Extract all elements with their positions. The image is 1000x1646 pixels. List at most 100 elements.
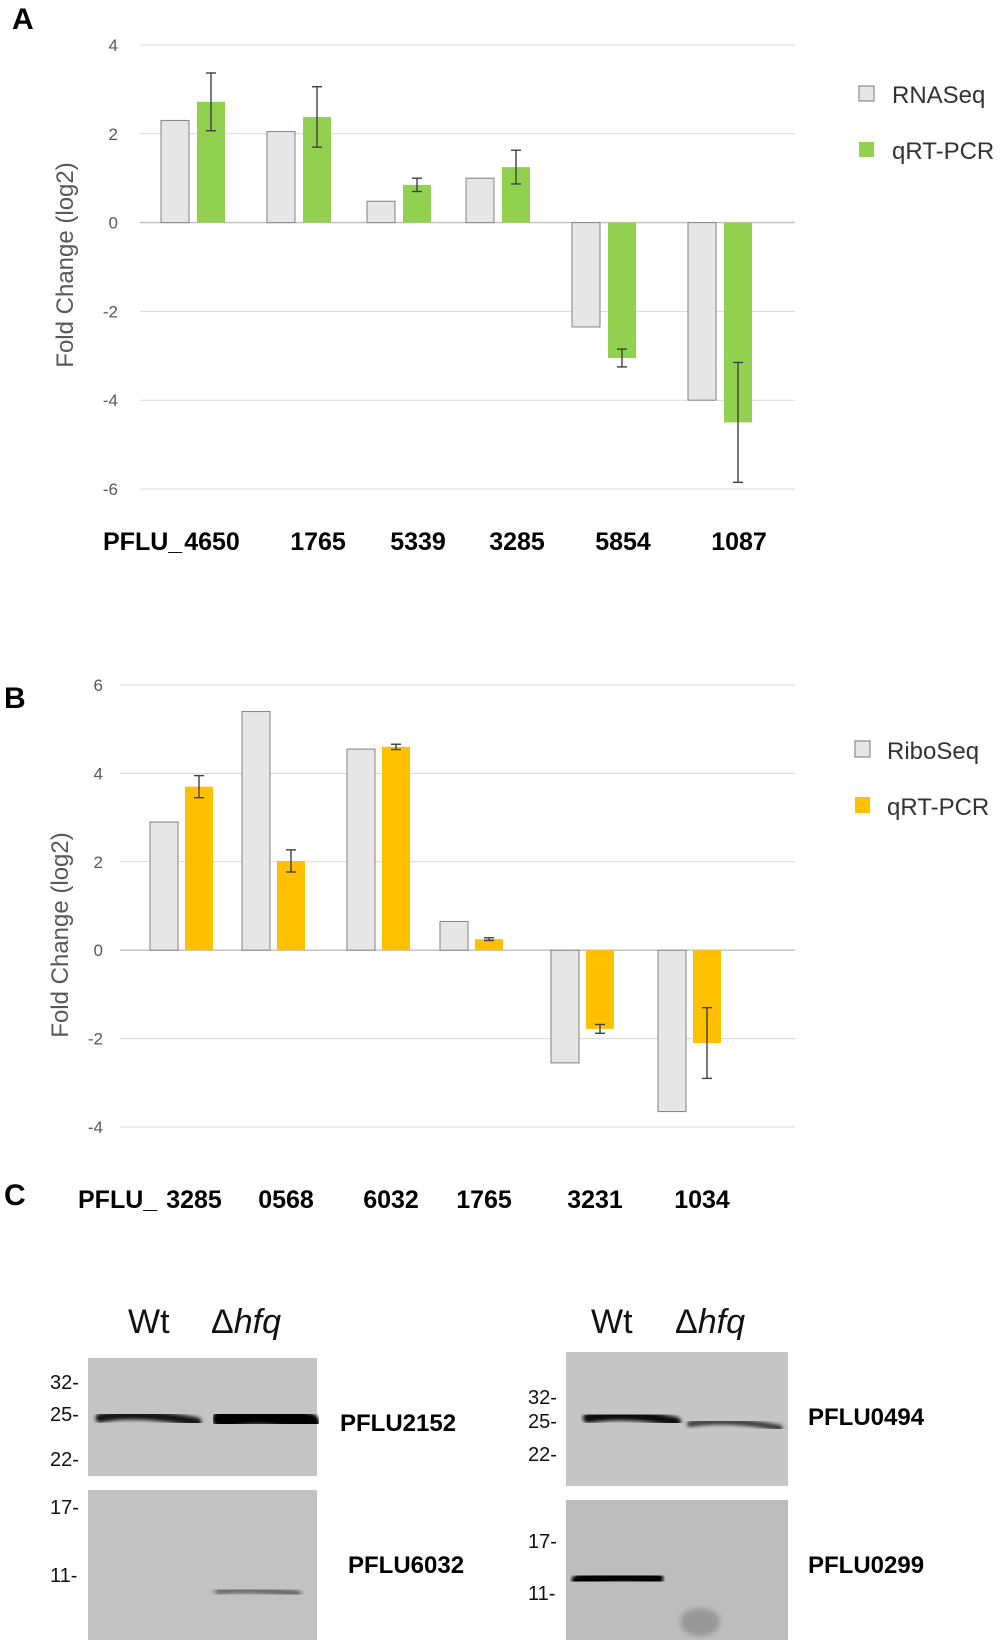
protein-label-pflu6032: PFLU6032 [348,1552,464,1579]
chart-b-category-label: 1765 [456,1186,512,1214]
blot-right-lane-wt: Wt [591,1303,633,1341]
marker-left-lower-11: 11- [50,1565,77,1587]
band-pflu2152-hfq [212,1405,320,1433]
chart-a-category-label: 3285 [489,528,545,556]
chart-b: 6 4 2 0 -2 -4 Fold Change (log2) PFLU_ 3285 05… [47,676,989,1214]
chart-a-bar-rnaseq-3285 [465,177,495,224]
marker-right-upper-32: 32- [528,1387,557,1409]
panel-letter-b: B [4,682,26,715]
chart-b-y-tick-label: -4 [88,1118,103,1137]
delta-symbol: Δ [211,1303,234,1341]
chart-a-legend-rnaseq: RNASeq [892,82,985,109]
protein-label-pflu2152: PFLU2152 [340,1410,456,1437]
chart-b-bar-qrtpcr-1765 [475,939,503,951]
protein-label-pflu0494: PFLU0494 [808,1404,925,1431]
chart-a-bars [160,101,752,423]
chart-a-error-bar-4650 [206,72,216,132]
band-pflu6032-hfq [214,1586,302,1598]
chart-b-bars [149,710,721,1113]
band-pflu2152-wt [95,1410,202,1427]
hfq-text: hfq [698,1303,745,1341]
chart-a-error-bar-3285 [511,149,521,185]
chart-a-y-tick-label: 4 [109,36,118,55]
chart-a-y-ticks: 4 2 0 -2 -4 -6 [103,36,118,499]
chart-a-bar-rnaseq-4650 [160,119,190,224]
chart-a-y-tick-label: -2 [103,302,118,321]
chart-b-y-tick-label: -2 [88,1030,103,1049]
band-pflu0299-wt [571,1569,664,1588]
marker-right-lower-17: 17- [528,1531,557,1553]
chart-b-bar-qrtpcr-3285 [185,786,213,951]
chart-a-legend-qrtpcr: qRT-PCR [892,138,994,165]
chart-b-ylabel: Fold Change (log2) [47,832,74,1037]
blot-left-lane-hfq: Δhfq [211,1303,281,1341]
chart-b-y-ticks: 6 4 2 0 -2 -4 [88,676,103,1137]
chart-a-error-bar-1087 [733,361,743,484]
chart-b-bar-riboseq-1034 [657,949,687,1113]
chart-a-bar-rnaseq-5854 [571,222,601,328]
chart-b-category-label: 0568 [258,1186,314,1214]
band-pflu0494-hfq [687,1418,783,1431]
chart-a-bar-rnaseq-1765 [266,131,296,224]
chart-a-y-tick-label: 0 [109,214,118,233]
chart-b-error-bars [194,743,712,1080]
chart-b-gridlines [120,684,795,1128]
chart-a-category-label: 1765 [290,528,346,556]
chart-a-category-label: 5854 [595,528,651,556]
chart-a-y-tick-label: 2 [109,125,118,144]
chart-b-y-tick-label: 2 [94,853,103,872]
chart-a-error-bar-5854 [617,348,627,368]
chart-b-category-labels: 3285 0568 6032 1765 3231 1034 [166,1186,730,1214]
protein-label-pflu0299: PFLU0299 [808,1552,924,1579]
chart-b-bar-riboseq-1765 [439,920,469,951]
chart-a-category-label: 5339 [390,528,446,556]
band-pflu0494-wt [583,1410,681,1427]
marker-right-lower-11: 11- [528,1583,555,1605]
chart-b-category-label: 1034 [674,1186,730,1214]
chart-b-category-label: 3285 [166,1186,222,1214]
chart-b-legend-swatch-riboseq [854,740,871,758]
chart-b-error-bar-1765 [484,937,494,942]
chart-b-error-bar-3285 [194,774,204,799]
chart-b-y-tick-label: 4 [94,764,103,783]
chart-b-category-prefix: PFLU_ [78,1186,158,1214]
marker-right-upper-22: 22- [528,1444,557,1466]
chart-b-legend-swatch-qrtpcr [855,797,870,813]
chart-b-error-bar-1034 [702,1006,712,1080]
blot-right-lane-hfq: Δhfq [675,1303,745,1341]
chart-b-error-bar-3231 [595,1023,605,1034]
chart-b-y-tick-label: 0 [94,941,103,960]
chart-b-y-tick-label: 6 [94,676,103,695]
chart-a: 4 2 0 -2 -4 -6 Fold Change (log2) PFLU_ 4650 1… [52,36,994,556]
marker-left-lower-17: 17- [50,1497,79,1519]
panel-letter-c: C [4,1179,26,1212]
chart-a-ylabel: Fold Change (log2) [52,162,79,367]
chart-b-error-bar-6032 [391,743,401,751]
chart-a-legend-swatch-rnaseq [858,85,875,102]
chart-a-error-bar-1765 [312,86,322,148]
chart-b-bar-qrtpcr-0568 [277,860,305,951]
blot-left-lane-wt: Wt [128,1303,170,1341]
marker-left-upper-25: 25- [50,1404,79,1426]
hfq-text: hfq [234,1303,281,1341]
chart-b-legend-qrtpcr: qRT-PCR [887,794,989,821]
chart-a-error-bars [206,72,743,484]
chart-a-category-prefix: PFLU_ [103,528,183,556]
blot-left-lower [88,1490,317,1640]
chart-a-legend-swatch-qrtpcr [859,142,874,157]
chart-b-bar-riboseq-6032 [346,748,376,951]
chart-b-category-label: 6032 [363,1186,419,1214]
chart-a-bar-rnaseq-1087 [687,222,717,401]
chart-b-legend-riboseq: RiboSeq [887,738,979,765]
chart-a-category-label: 1087 [711,528,767,556]
chart-b-category-label: 3231 [567,1186,623,1214]
chart-b-bar-riboseq-0568 [241,710,271,951]
western-blots: Wt Δhfq Wt Δhfq 32- 25- 22- PFLU2152 17-… [50,1303,925,1640]
chart-b-bar-riboseq-3285 [149,821,179,951]
chart-b-bar-riboseq-3231 [550,949,580,1064]
chart-b-bar-qrtpcr-3231 [586,950,614,1029]
chart-a-category-labels: 4650 1765 5339 3285 5854 1087 [184,528,767,556]
blot-smudge [680,1608,720,1636]
blot-right-lower [566,1500,788,1640]
